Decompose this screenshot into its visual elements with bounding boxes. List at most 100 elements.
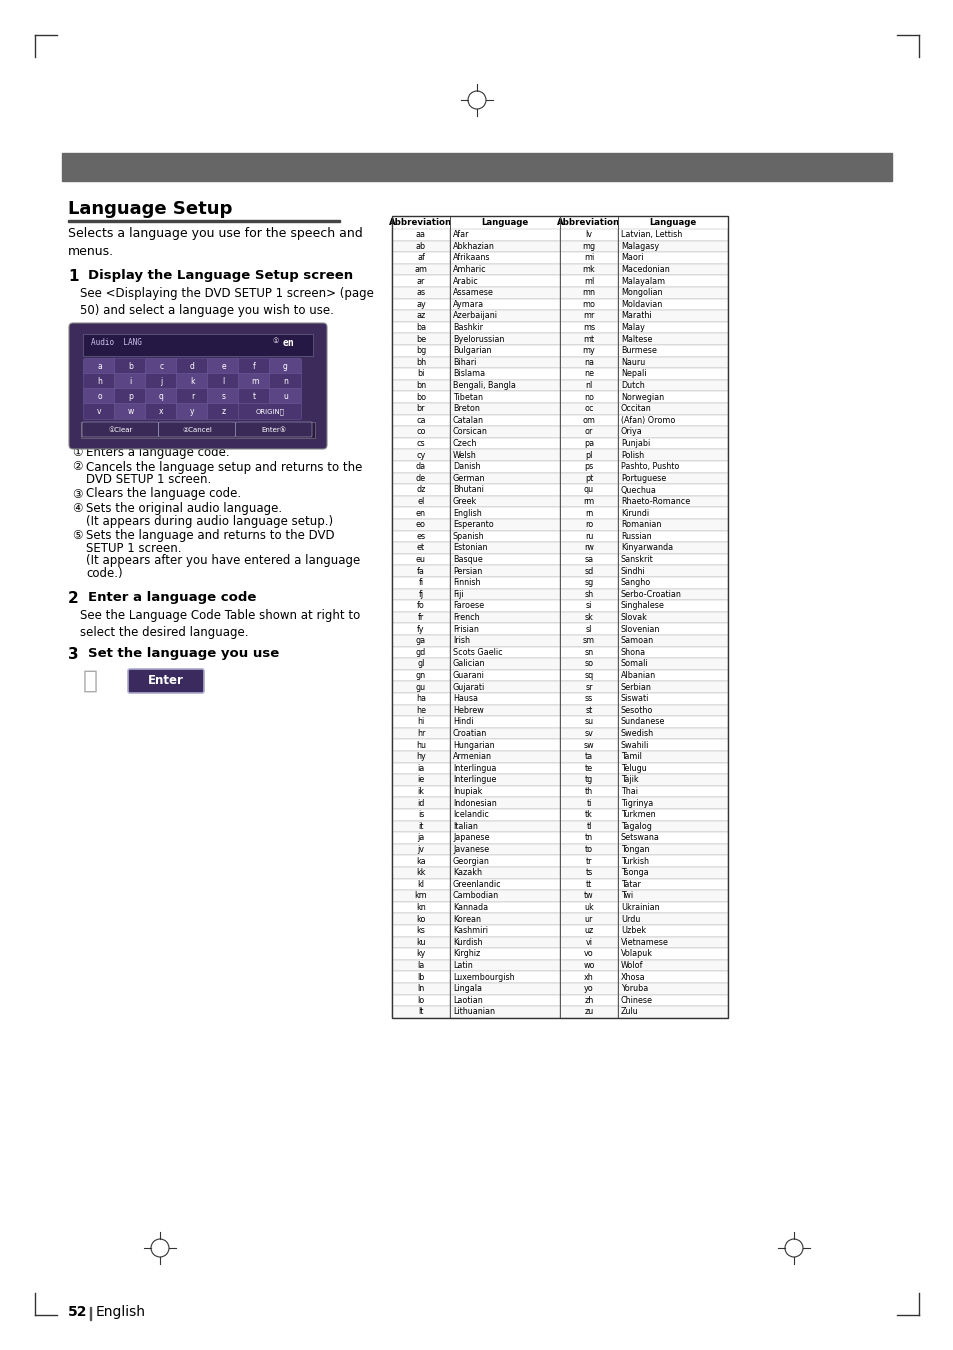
Bar — [559, 230, 618, 240]
Text: Norwegian: Norwegian — [620, 393, 663, 402]
Text: Tsonga: Tsonga — [620, 868, 648, 878]
Bar — [392, 589, 450, 601]
Bar — [559, 670, 618, 682]
Bar — [392, 740, 450, 751]
Bar — [450, 437, 559, 450]
Text: co: co — [416, 428, 425, 436]
Bar — [618, 554, 727, 566]
Bar — [559, 624, 618, 634]
Bar — [559, 263, 618, 275]
Bar — [450, 508, 559, 518]
Text: Basque: Basque — [453, 555, 482, 564]
Text: ⑤: ⑤ — [71, 529, 82, 541]
Text: Armenian: Armenian — [453, 752, 492, 761]
Text: Marathi: Marathi — [620, 312, 651, 320]
Text: Set the language you use: Set the language you use — [88, 647, 279, 660]
Bar — [618, 821, 727, 832]
Text: lb: lb — [416, 973, 424, 981]
Text: gn: gn — [416, 671, 426, 680]
Text: su: su — [584, 717, 593, 726]
Text: Xhosa: Xhosa — [620, 973, 645, 981]
Bar — [559, 925, 618, 937]
Bar — [450, 216, 559, 230]
Text: it: it — [417, 822, 423, 830]
FancyBboxPatch shape — [176, 389, 209, 405]
Bar — [618, 508, 727, 518]
Text: k: k — [190, 377, 194, 386]
Text: a: a — [97, 362, 102, 371]
Bar — [618, 925, 727, 937]
Bar — [450, 879, 559, 890]
Text: Occitan: Occitan — [620, 404, 651, 413]
Text: Afrikaans: Afrikaans — [453, 254, 490, 262]
Bar — [618, 437, 727, 450]
Bar — [450, 634, 559, 647]
Bar — [392, 566, 450, 576]
Text: Language Setup: Language Setup — [68, 200, 233, 217]
Text: d: d — [190, 362, 194, 371]
Text: Tajik: Tajik — [620, 775, 638, 784]
Text: de: de — [416, 474, 426, 483]
Bar — [392, 774, 450, 786]
Bar — [450, 821, 559, 832]
Bar — [450, 717, 559, 728]
Text: Bengali, Bangla: Bengali, Bangla — [453, 381, 516, 390]
Text: Japanese: Japanese — [453, 833, 489, 842]
FancyBboxPatch shape — [176, 404, 209, 420]
Text: sh: sh — [584, 590, 593, 599]
Bar — [618, 634, 727, 647]
Text: Laotian: Laotian — [453, 996, 482, 1004]
Bar — [559, 763, 618, 774]
Bar — [392, 252, 450, 263]
Bar — [392, 786, 450, 798]
Text: so: so — [584, 660, 593, 668]
FancyBboxPatch shape — [84, 359, 115, 374]
Bar — [618, 275, 727, 288]
Bar — [559, 404, 618, 414]
Text: Albanian: Albanian — [620, 671, 656, 680]
Bar — [450, 914, 559, 925]
Text: j: j — [160, 377, 162, 386]
Text: lt: lt — [417, 1007, 423, 1017]
Text: fi: fi — [418, 578, 423, 587]
Bar — [559, 518, 618, 531]
Text: Lingala: Lingala — [453, 984, 481, 994]
Text: 👊: 👊 — [83, 670, 98, 693]
Text: Sundanese: Sundanese — [620, 717, 664, 726]
Text: w: w — [128, 406, 133, 416]
Text: Tibetan: Tibetan — [453, 393, 482, 402]
Text: Swedish: Swedish — [620, 729, 654, 738]
FancyBboxPatch shape — [114, 359, 147, 374]
Bar — [559, 1006, 618, 1018]
Bar — [618, 844, 727, 856]
Bar — [559, 589, 618, 601]
Bar — [392, 472, 450, 485]
Text: Byelorussian: Byelorussian — [453, 335, 504, 344]
Bar — [618, 659, 727, 670]
Bar — [392, 404, 450, 414]
Text: Latin: Latin — [453, 961, 473, 971]
Text: Enters a language code.: Enters a language code. — [86, 446, 230, 459]
Text: la: la — [416, 961, 424, 971]
Text: Chinese: Chinese — [620, 996, 652, 1004]
Text: rn: rn — [584, 509, 593, 517]
Text: Hungarian: Hungarian — [453, 741, 494, 749]
Bar — [559, 427, 618, 437]
Bar — [450, 705, 559, 717]
Bar — [559, 960, 618, 972]
Bar — [450, 275, 559, 288]
Text: Tigrinya: Tigrinya — [620, 799, 653, 807]
Text: Maltese: Maltese — [620, 335, 652, 344]
Text: af: af — [416, 254, 424, 262]
Text: ka: ka — [416, 857, 425, 865]
Bar — [392, 879, 450, 890]
Text: Twi: Twi — [620, 891, 633, 900]
Text: ④: ④ — [71, 502, 82, 514]
Text: el: el — [416, 497, 424, 506]
Bar — [618, 1006, 727, 1018]
Bar — [392, 333, 450, 346]
Text: Russian: Russian — [620, 532, 651, 541]
Bar — [618, 333, 727, 346]
Bar — [559, 495, 618, 508]
Bar — [392, 392, 450, 404]
